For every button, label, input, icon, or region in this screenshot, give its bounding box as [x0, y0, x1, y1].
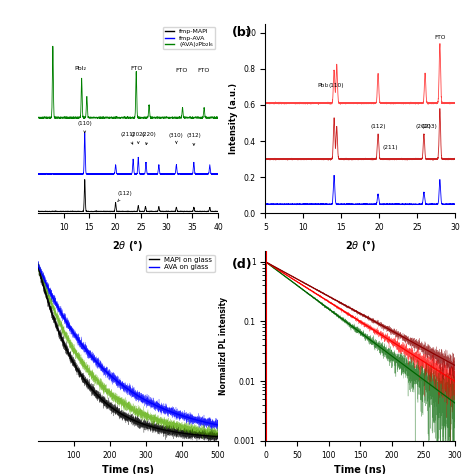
Legend: MAPI on glass, AVA on glass: MAPI on glass, AVA on glass [146, 255, 215, 272]
Text: (211): (211) [120, 132, 136, 144]
Text: FTO: FTO [176, 67, 188, 73]
Text: (d): (d) [232, 258, 253, 271]
Text: (110): (110) [77, 121, 92, 133]
Text: (211): (211) [383, 145, 398, 150]
X-axis label: Time (ns): Time (ns) [334, 465, 386, 474]
Text: (202): (202) [131, 132, 146, 144]
Text: (203): (203) [422, 124, 438, 128]
X-axis label: 2$\theta$ (°): 2$\theta$ (°) [112, 237, 144, 253]
Text: (310): (310) [169, 133, 184, 144]
Text: PbI₂: PbI₂ [74, 65, 87, 71]
Text: FTO: FTO [434, 35, 446, 39]
Text: (312): (312) [186, 133, 201, 146]
Legend: fmp-MAPI, fmp-AVA, (AVA)₂Pb₂I₆: fmp-MAPI, fmp-AVA, (AVA)₂Pb₂I₆ [163, 27, 215, 49]
Text: (112): (112) [371, 124, 386, 128]
Text: (110): (110) [329, 83, 345, 88]
Text: (b): (b) [232, 26, 253, 39]
Y-axis label: Normalizd PL intensity: Normalizd PL intensity [219, 297, 228, 395]
Text: (112): (112) [117, 191, 132, 201]
Y-axis label: Intensity (a.u.): Intensity (a.u.) [229, 83, 238, 154]
Text: PbI₂: PbI₂ [318, 83, 329, 88]
X-axis label: 2$\theta$ (°): 2$\theta$ (°) [345, 237, 376, 253]
Text: (220): (220) [141, 132, 156, 145]
Text: FTO: FTO [198, 67, 210, 73]
X-axis label: Time (ns): Time (ns) [102, 465, 154, 474]
Text: FTO: FTO [130, 65, 143, 71]
Text: (202): (202) [415, 124, 431, 128]
